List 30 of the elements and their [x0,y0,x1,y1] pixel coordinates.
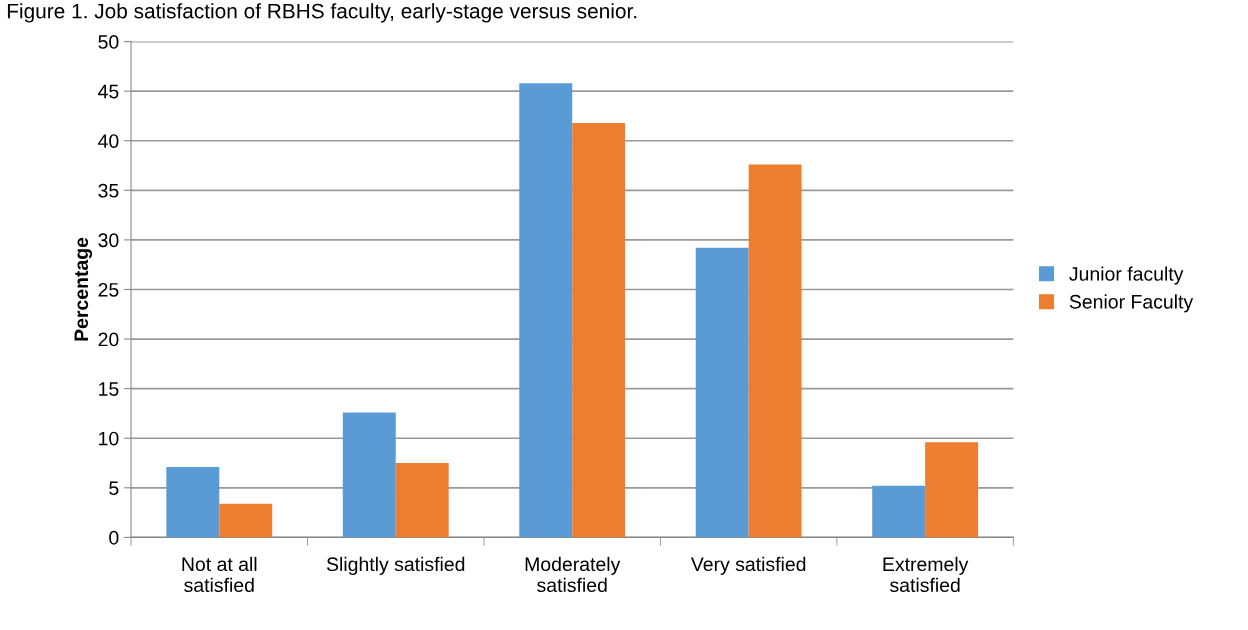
bar [166,466,220,538]
bar [519,83,573,538]
legend-label: Senior Faculty [1069,294,1194,313]
y-tick-label: 45 [98,84,119,99]
y-tick-label: 0 [109,530,119,545]
bar [695,247,749,538]
x-tick-label: Moderately satisfied [525,556,621,593]
bar [219,503,273,538]
y-tick-label: 50 [98,35,119,49]
y-tick-label: 25 [98,282,119,297]
y-tick-label: 40 [98,134,119,148]
chart-title: Figure 1. Job satisfaction of RBHS faculty, early-stage versus senior. [7,3,637,23]
x-tick-label: Very satisfied [690,556,806,575]
y-tick-label: 10 [99,431,119,446]
bar [572,122,626,538]
y-tick-label: 30 [98,233,119,248]
y-tick-label: 5 [109,481,119,496]
x-tick-label: Extremely satisfied [883,556,969,593]
x-tick-label: Not at all satisfied [182,556,257,593]
bar [925,442,979,538]
legend-label: Junior faculty [1069,266,1184,285]
y-tick-label: 35 [98,183,119,198]
y-tick-label: 15 [99,382,119,396]
y-axis-title: Percentage [74,237,93,341]
bar [872,485,926,538]
bar [342,412,396,538]
bar [395,463,449,538]
y-tick-label: 20 [98,332,119,347]
x-tick-label: Slightly satisfied [326,556,465,575]
bar [748,164,802,538]
